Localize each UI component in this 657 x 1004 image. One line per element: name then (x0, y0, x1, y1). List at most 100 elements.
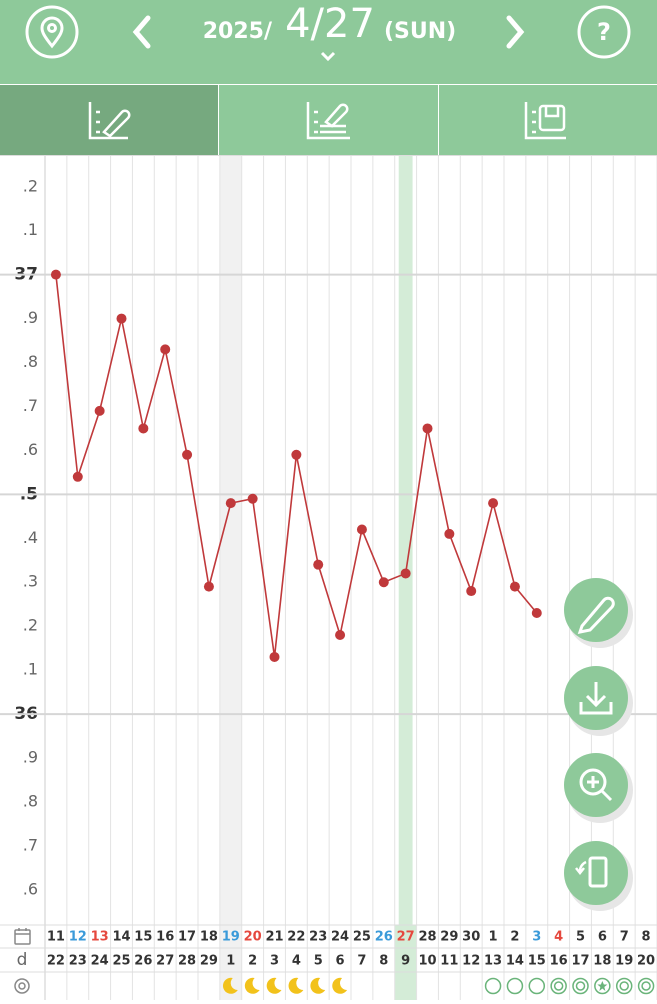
cycle-day: 20 (637, 954, 655, 969)
date-label: 23 (309, 930, 327, 945)
temperature-point (356, 524, 367, 535)
date-label: 3 (532, 930, 541, 945)
target-outer (14, 978, 30, 994)
cycle-day: 18 (593, 954, 611, 969)
circle-icon (550, 977, 567, 995)
action-buttons (564, 578, 633, 911)
temperature-point (444, 528, 455, 539)
date-label: 21 (265, 930, 283, 945)
location-button[interactable] (25, 5, 79, 59)
star-icon (597, 981, 608, 991)
y-tick-label: .2 (23, 616, 38, 635)
temperature-point (531, 608, 542, 619)
date-label: 27 (397, 930, 415, 945)
circle-icon-inner (553, 981, 564, 991)
date-label: 25 (353, 930, 371, 945)
temperature-point (182, 449, 193, 460)
temperature-point (72, 471, 83, 482)
circle-icon-inner (619, 981, 629, 991)
cycle-day: 9 (401, 954, 410, 969)
temperature-point (466, 586, 477, 597)
cycle-day: 4 (292, 954, 301, 969)
date-label: 30 (462, 930, 480, 945)
circle-icon (484, 977, 502, 995)
y-tick-label: .4 (23, 528, 38, 547)
tab-active[interactable] (0, 85, 218, 155)
next-button[interactable] (506, 15, 525, 49)
date-label: 28 (418, 930, 436, 945)
calendar-lines (15, 928, 30, 935)
cycle-day: 1 (226, 954, 235, 969)
chart: .2.137.9.8.7.6.5.4.3.2.136.9.8.7.6d11221… (0, 156, 657, 1000)
edit-button[interactable] (564, 578, 633, 648)
prev-button[interactable] (132, 15, 151, 49)
download-button[interactable] (564, 666, 633, 736)
cycle-day: 25 (112, 954, 130, 969)
date-label: 13 (91, 930, 109, 945)
today-band-bottom (394, 925, 417, 1000)
temperature-point (422, 423, 433, 434)
cycle-day: 7 (357, 954, 366, 969)
y-tick-label: .9 (23, 308, 38, 327)
moon-icon (222, 977, 238, 994)
cycle-day: 2 (248, 954, 257, 969)
help-button[interactable] (577, 5, 631, 59)
zoom-button[interactable] (564, 753, 633, 823)
tab[interactable] (439, 85, 657, 155)
cycle-day: 13 (484, 954, 502, 969)
cycle-day: 15 (528, 954, 546, 969)
y-tick-label: .2 (23, 176, 38, 195)
date-label: 26 (375, 930, 393, 945)
temperature-point (203, 581, 214, 592)
cycle-day: 29 (200, 954, 218, 969)
circle-icon (637, 977, 655, 995)
circle-icon-inner (575, 981, 586, 991)
calendar-icon (14, 928, 31, 945)
y-tick-label: .1 (23, 660, 38, 679)
target-inner (18, 982, 26, 990)
temperature-point (94, 405, 105, 416)
date-label: 2 (510, 930, 519, 945)
date-dropdown[interactable] (320, 51, 336, 62)
date[interactable]: 4/27 (285, 1, 375, 47)
temperature-point (291, 449, 302, 460)
rotate-button[interactable] (564, 841, 633, 911)
circle-icon (594, 977, 611, 995)
cycle-day: 27 (156, 954, 174, 969)
circle-icon (506, 977, 524, 995)
temperature-point (509, 581, 520, 592)
y-tick-label: .7 (23, 835, 38, 854)
moon-icon (244, 977, 260, 994)
cycle-day: 12 (462, 954, 480, 969)
date-label: 5 (576, 930, 585, 945)
date-label: 6 (598, 930, 607, 945)
circle-icon (615, 977, 633, 995)
cycle-day: 26 (134, 954, 152, 969)
cycle-day: 5 (314, 954, 323, 969)
date-label: 7 (620, 930, 629, 945)
cycle-day: 17 (571, 954, 589, 969)
calendar-shape (14, 929, 31, 945)
temperature-point (247, 493, 258, 504)
date-label: 29 (440, 930, 458, 945)
date-label: 19 (222, 930, 240, 945)
date-label: 18 (200, 930, 218, 945)
date-label: 8 (642, 930, 651, 945)
y-tick-label: .8 (23, 352, 38, 371)
cycle-day-label: d (17, 950, 28, 970)
cycle-day: 6 (336, 954, 345, 969)
cycle-day: 3 (270, 954, 279, 969)
temperature-point (225, 498, 236, 509)
moon-icon (288, 977, 304, 994)
temperature-point (160, 344, 171, 355)
date-label: 12 (69, 930, 87, 945)
moon-icon (332, 977, 348, 994)
cycle-day: 14 (506, 954, 524, 969)
help-text: ? (597, 18, 611, 46)
temperature-point (335, 629, 346, 640)
temperature-point (313, 559, 324, 570)
moon-icon (266, 977, 282, 994)
date-label: 14 (112, 930, 130, 945)
cycle-day: 11 (440, 954, 458, 969)
circle-icon (528, 977, 546, 995)
